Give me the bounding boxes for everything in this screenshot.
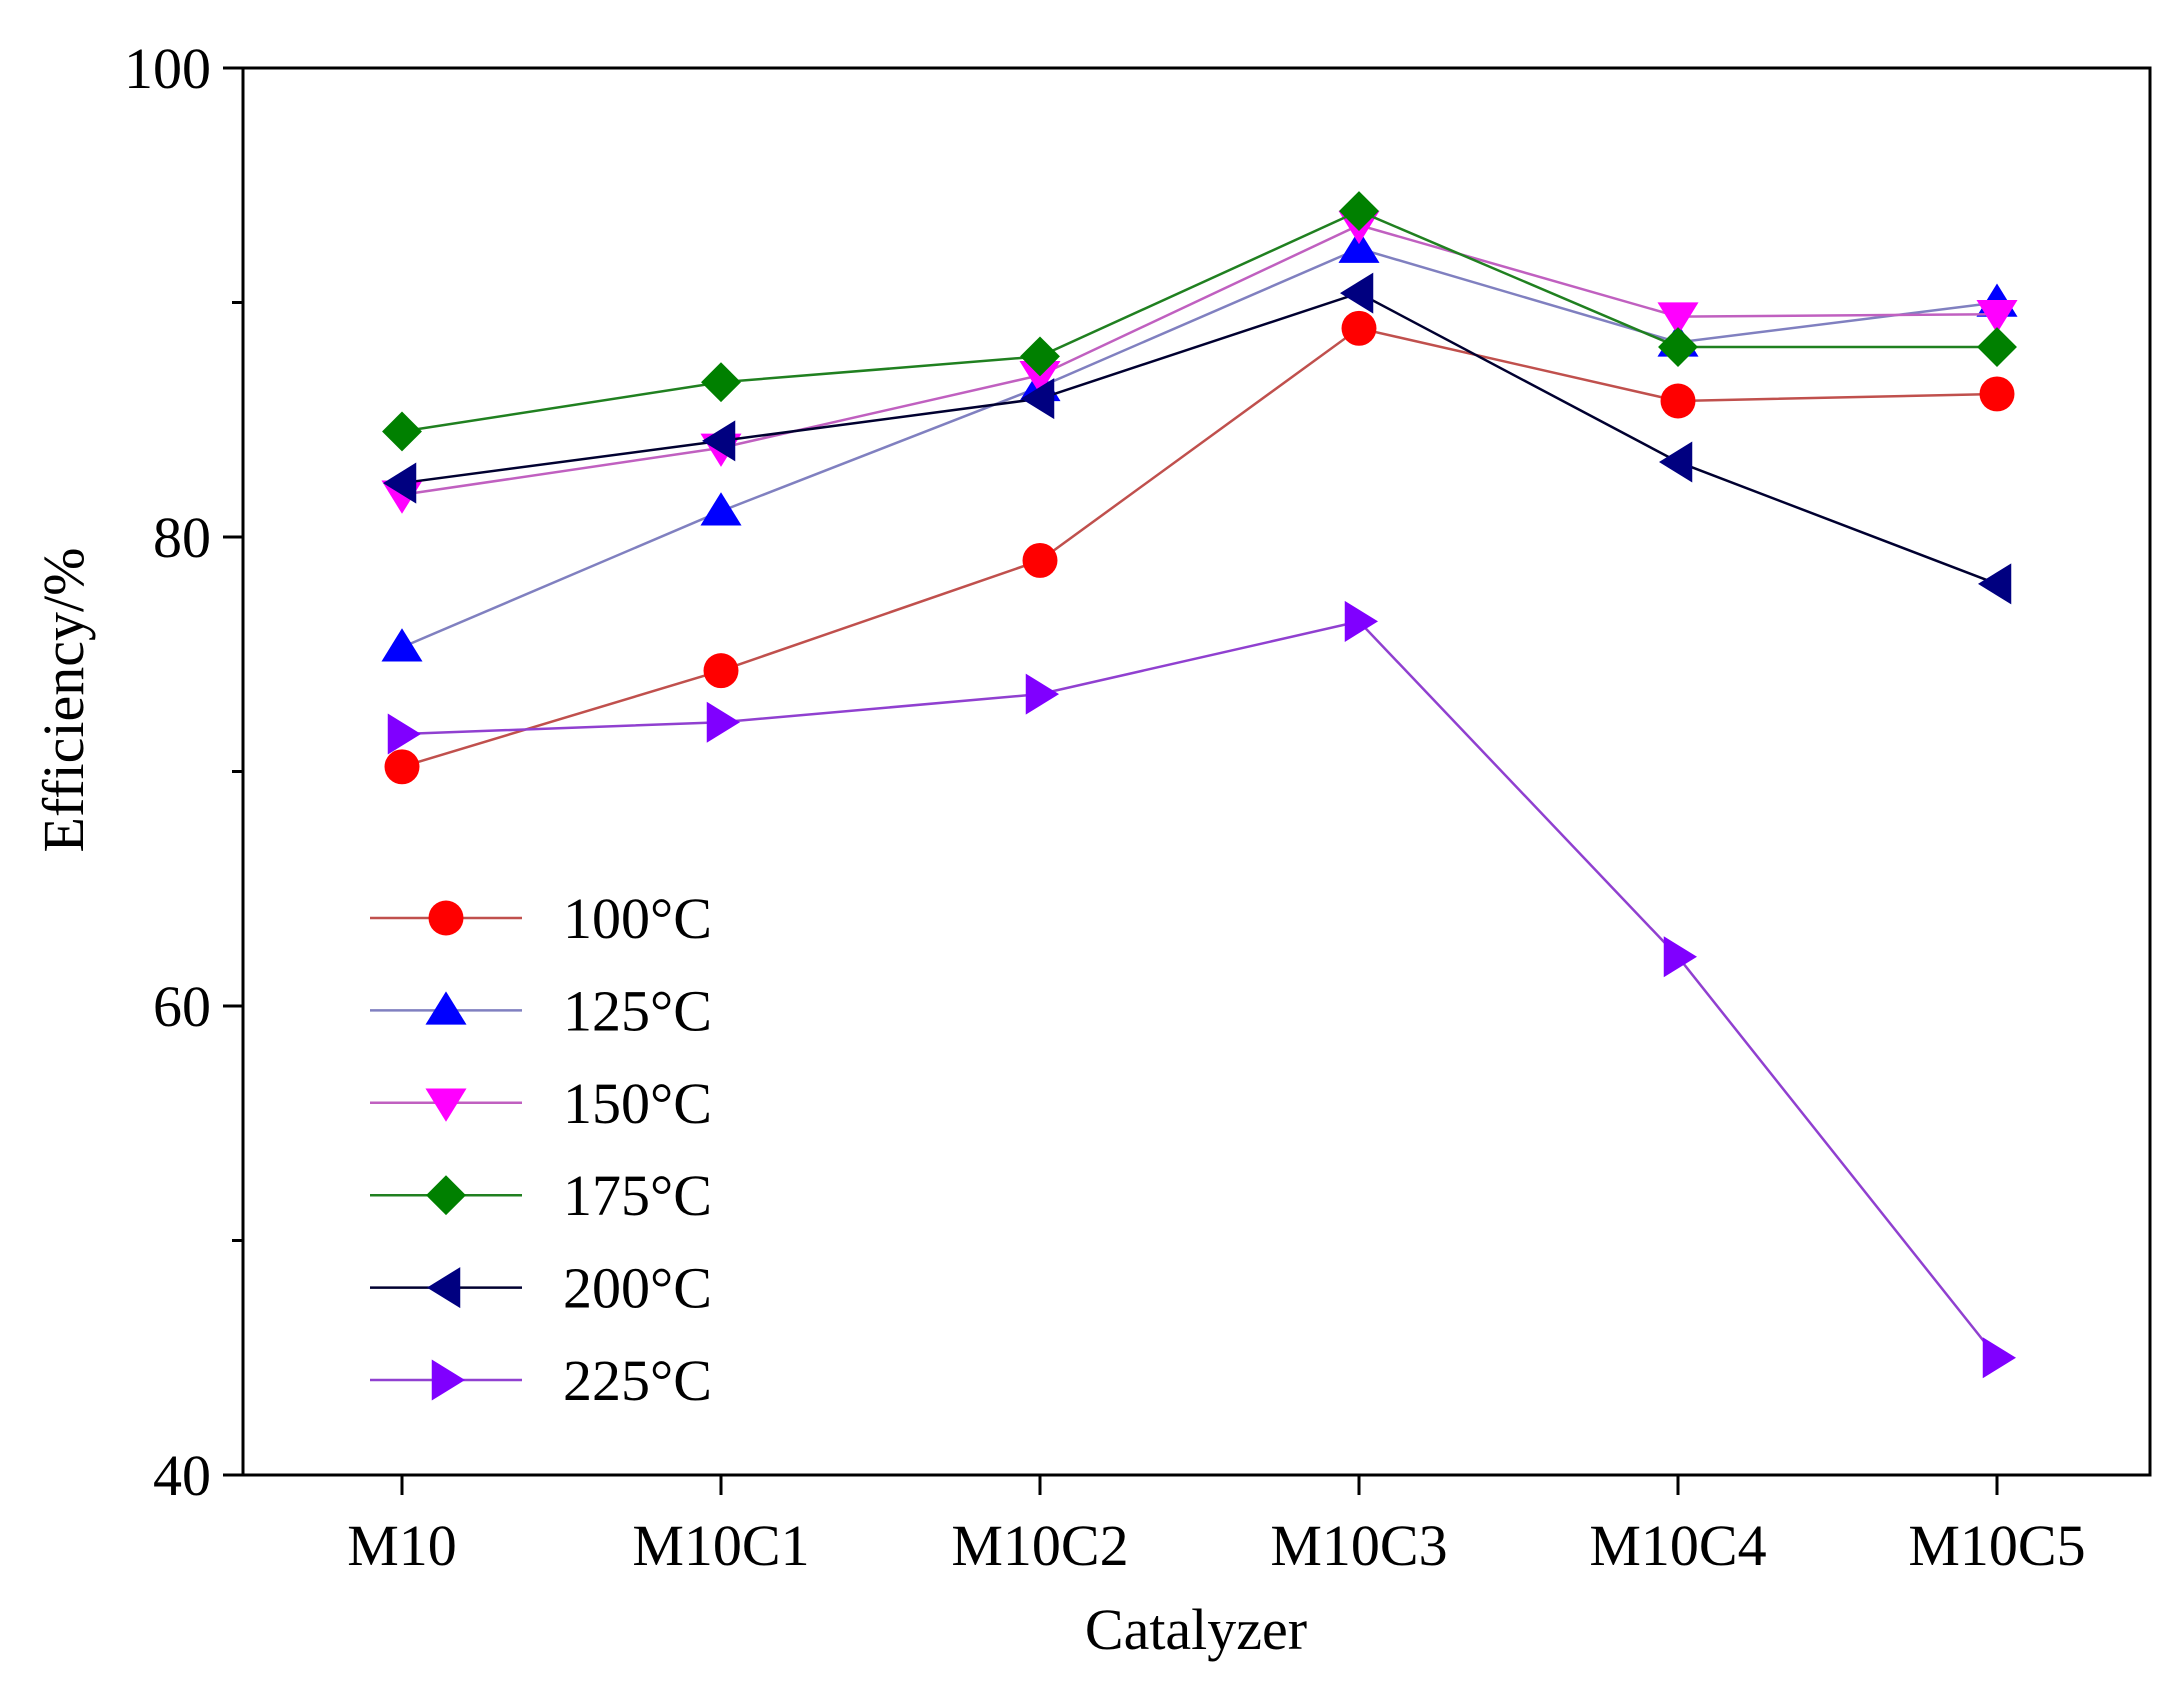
- data-point: [1976, 299, 2018, 334]
- x-tick-label: M10: [347, 1513, 457, 1578]
- legend-marker: [427, 1267, 461, 1309]
- legend-item: 200°C: [370, 1256, 712, 1321]
- data-point: [700, 492, 742, 526]
- series-line: [401, 247, 1998, 649]
- legend-label: 225°C: [563, 1348, 712, 1413]
- legend-label: 150°C: [563, 1071, 712, 1136]
- y-axis-title: Efficiency/%: [31, 548, 96, 853]
- legend-item: 100°C: [370, 886, 712, 951]
- legend: 100°C 125°C 150°C 175°C 200°C 225°C: [370, 886, 712, 1413]
- data-point: [1019, 360, 1061, 395]
- data-point: [1663, 936, 1697, 978]
- data-point: [1977, 327, 2017, 368]
- series-layer: [381, 191, 2018, 1379]
- data-point: [1982, 1337, 2016, 1379]
- legend-marker: [428, 900, 464, 936]
- legend-marker: [425, 1088, 467, 1122]
- x-axis-title: Catalyzer: [1085, 1597, 1307, 1662]
- data-point: [383, 462, 417, 504]
- x-tick-label: M10C1: [632, 1513, 809, 1578]
- data-point: [1022, 542, 1058, 578]
- series-200°C: [383, 272, 2012, 605]
- legend-label: 125°C: [563, 978, 712, 1043]
- x-axis: M10 M10C1 M10C2 M10C3 M10C4 M10C5: [347, 1475, 2086, 1578]
- legend-label: 200°C: [563, 1256, 712, 1321]
- data-point: [702, 420, 736, 462]
- x-tick-label: M10C2: [951, 1513, 1128, 1578]
- legend-label: 100°C: [563, 886, 712, 951]
- data-point: [387, 713, 421, 755]
- legend-marker: [425, 991, 467, 1025]
- legend-item: 125°C: [370, 978, 712, 1043]
- data-point: [381, 628, 423, 662]
- data-point: [1341, 310, 1377, 346]
- data-point: [1659, 441, 1693, 483]
- data-point: [1021, 378, 1055, 420]
- legend-item: 225°C: [370, 1348, 712, 1413]
- series-line: [401, 620, 1998, 1359]
- data-point: [384, 749, 420, 785]
- y-tick-label: 60: [153, 974, 211, 1039]
- data-point: [1658, 327, 1698, 368]
- data-point: [703, 653, 739, 689]
- data-point: [1340, 272, 1374, 314]
- data-point: [701, 362, 741, 403]
- series-line: [401, 209, 1997, 433]
- legend-label: 175°C: [563, 1163, 712, 1228]
- legend-item: 150°C: [370, 1071, 712, 1136]
- data-point: [1338, 229, 1380, 263]
- data-point: [1660, 383, 1696, 419]
- y-tick-label: 100: [124, 36, 211, 101]
- y-tick-label: 40: [153, 1443, 211, 1508]
- data-point: [382, 411, 422, 452]
- y-axis: 40 60 80 100: [124, 36, 243, 1508]
- legend-marker: [431, 1359, 465, 1401]
- series-100°C: [384, 310, 2015, 785]
- series-line: [401, 326, 1998, 769]
- legend-item: 175°C: [370, 1163, 712, 1228]
- data-point: [1657, 302, 1699, 336]
- data-point: [1339, 191, 1379, 231]
- series-line: [401, 291, 1998, 586]
- data-point: [1979, 376, 2015, 412]
- data-point: [1025, 673, 1059, 715]
- series-175°C: [382, 191, 2017, 452]
- x-tick-label: M10C5: [1908, 1513, 2085, 1578]
- legend-marker: [426, 1175, 466, 1216]
- y-tick-label: 80: [153, 505, 211, 570]
- data-point: [1020, 336, 1060, 377]
- series-line: [401, 223, 1998, 497]
- data-point: [706, 701, 740, 743]
- data-point: [1978, 563, 2012, 605]
- data-point: [1344, 600, 1378, 642]
- x-tick-label: M10C3: [1270, 1513, 1447, 1578]
- series-225°C: [387, 600, 2016, 1379]
- x-tick-label: M10C4: [1589, 1513, 1766, 1578]
